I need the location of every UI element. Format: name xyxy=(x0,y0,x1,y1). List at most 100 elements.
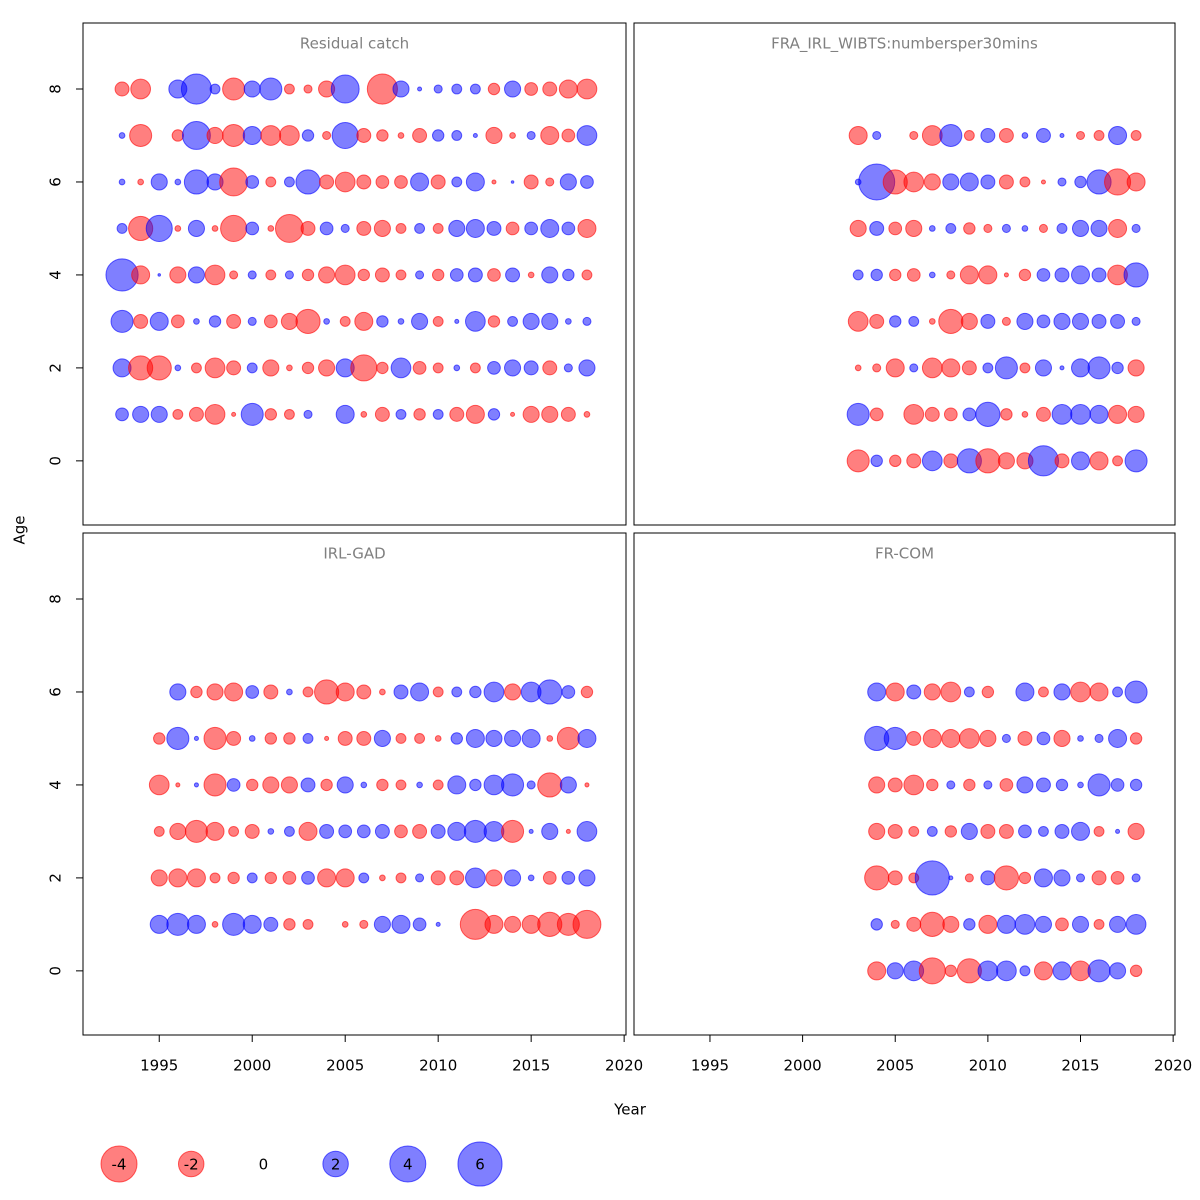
bubble xyxy=(977,960,999,982)
bubble xyxy=(1126,172,1146,192)
bubble xyxy=(1090,219,1108,237)
bubble xyxy=(903,774,925,796)
bubble xyxy=(872,130,882,141)
bubble xyxy=(170,314,185,329)
bubble xyxy=(286,364,293,372)
bubble xyxy=(465,172,485,192)
bubble xyxy=(149,311,169,331)
bubble xyxy=(1019,176,1031,188)
bubble xyxy=(522,405,540,423)
x-tick-label: 2020 xyxy=(605,1057,643,1075)
bubble xyxy=(469,778,482,792)
bubble xyxy=(562,268,575,282)
bubble xyxy=(527,874,535,882)
bubble xyxy=(870,454,883,468)
panel-title: FR-COM xyxy=(875,545,934,563)
bubble xyxy=(157,273,162,277)
bubble xyxy=(320,778,333,792)
legend-bubble xyxy=(389,1145,427,1183)
bubble xyxy=(1112,455,1123,467)
bubble xyxy=(576,125,598,146)
bubble xyxy=(454,318,460,324)
bubble xyxy=(375,175,390,189)
bubble xyxy=(222,912,246,936)
bubble xyxy=(148,774,170,796)
x-tick-label: 1995 xyxy=(140,1057,178,1075)
bubble xyxy=(376,129,389,142)
x-tick-label: 2005 xyxy=(876,1057,914,1075)
bubble xyxy=(1087,959,1111,983)
bubble xyxy=(903,171,925,193)
bubble xyxy=(524,82,539,96)
bubble xyxy=(963,222,976,235)
bubble xyxy=(204,264,226,286)
bubble xyxy=(1000,408,1013,421)
bubble xyxy=(1053,729,1071,747)
x-tick-label: 2010 xyxy=(419,1057,457,1075)
bubble xyxy=(1027,445,1060,477)
bubble xyxy=(174,178,182,186)
bubble xyxy=(556,726,580,750)
panel-frame xyxy=(82,532,627,1036)
bubble xyxy=(397,132,405,139)
bubble xyxy=(964,873,974,883)
bubble xyxy=(447,775,467,795)
bubble xyxy=(546,735,554,742)
bubble xyxy=(242,914,262,934)
bubble xyxy=(131,265,151,285)
bubble xyxy=(395,408,407,420)
bubble xyxy=(909,130,919,141)
bubble xyxy=(1054,267,1070,283)
bubble xyxy=(906,730,922,746)
bubble xyxy=(504,729,522,747)
bubble xyxy=(260,125,282,146)
bubble xyxy=(887,870,903,886)
bubble xyxy=(183,169,210,195)
bubble xyxy=(504,683,522,701)
bubble xyxy=(246,778,259,792)
x-tick-label: 2000 xyxy=(233,1057,271,1075)
bubble xyxy=(982,362,994,374)
bubble xyxy=(284,270,294,280)
bubble xyxy=(1109,962,1127,980)
bubble xyxy=(1074,175,1087,189)
bubble xyxy=(414,733,426,744)
bubble xyxy=(1033,961,1053,981)
bubble xyxy=(204,404,226,425)
bubble xyxy=(1093,825,1105,837)
bubble xyxy=(301,129,315,142)
bubble xyxy=(939,123,963,148)
bubble xyxy=(451,130,463,141)
y-tick-label: 0 xyxy=(47,966,65,976)
bubble xyxy=(889,268,902,282)
bubble xyxy=(1033,868,1053,888)
bubble xyxy=(302,733,314,744)
bubble xyxy=(414,223,426,234)
bubble xyxy=(848,125,868,145)
bubble xyxy=(1129,778,1143,792)
bubble xyxy=(168,868,188,888)
bubble xyxy=(222,77,246,101)
bubble xyxy=(1108,728,1128,748)
bubble xyxy=(432,779,444,791)
bubble xyxy=(542,81,558,97)
bubble xyxy=(485,869,503,887)
bubble xyxy=(946,270,956,280)
bubble xyxy=(867,961,887,981)
bubble xyxy=(265,176,277,188)
bubble xyxy=(540,125,560,145)
y-tick-label: 2 xyxy=(47,873,65,883)
panel-frame xyxy=(633,532,1176,1036)
bubble xyxy=(1059,365,1065,371)
bubble xyxy=(432,408,444,420)
bubble xyxy=(1001,316,1011,326)
bubble xyxy=(153,732,166,745)
bubble xyxy=(1089,451,1109,471)
bubble xyxy=(432,315,444,327)
bubble xyxy=(330,74,360,104)
bubble xyxy=(903,404,925,425)
bubble xyxy=(174,225,182,232)
bubble xyxy=(847,311,869,332)
bubble xyxy=(889,454,902,468)
bubble xyxy=(431,268,445,282)
